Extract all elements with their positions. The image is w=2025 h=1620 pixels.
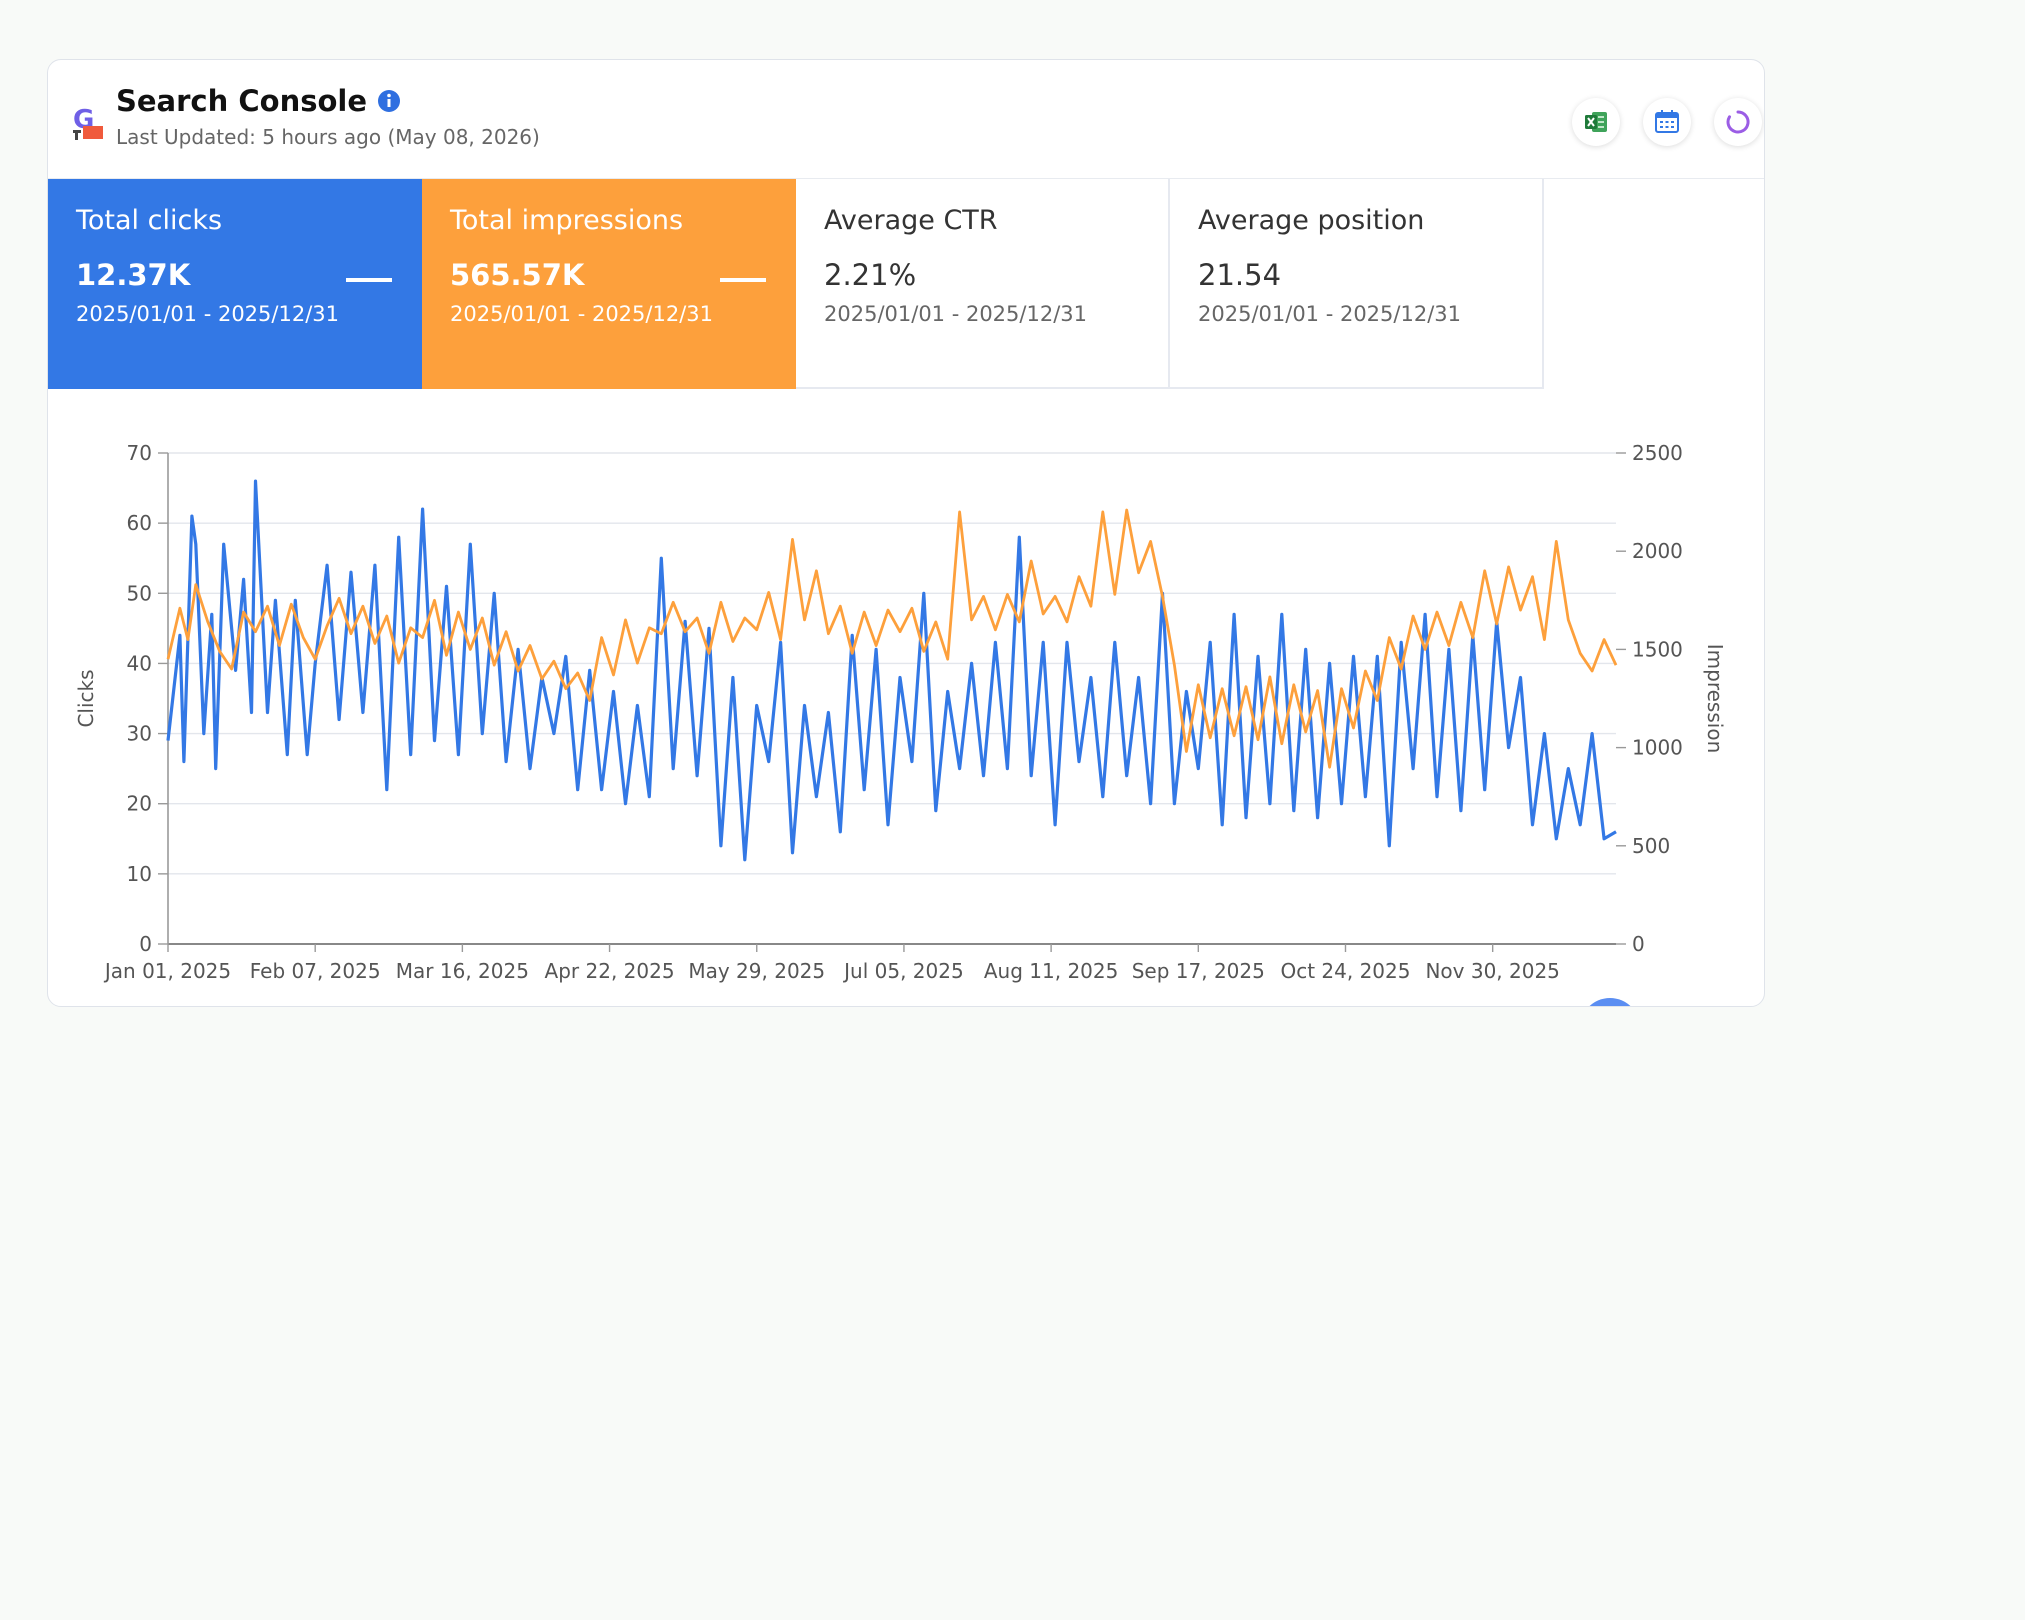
info-icon[interactable] <box>377 89 401 113</box>
tile-total-clicks[interactable]: Total clicks 12.37K 2025/01/01 - 2025/12… <box>48 179 422 389</box>
x-tick-label: Aug 11, 2025 <box>984 959 1118 983</box>
y-right-tick-label: 2000 <box>1632 539 1683 563</box>
x-tick-label: Nov 30, 2025 <box>1425 959 1559 983</box>
tile-value: 565.57K <box>450 258 585 292</box>
tile-label: Total impressions <box>450 205 684 236</box>
y-left-tick-label: 40 <box>127 651 152 675</box>
tile-value: 21.54 <box>1198 258 1282 292</box>
date-range-button[interactable] <box>1643 98 1691 146</box>
tile-range: 2025/01/01 - 2025/12/31 <box>76 302 340 326</box>
y-left-tick-label: 50 <box>127 581 152 605</box>
card-title: Search Console <box>116 84 368 118</box>
tile-range: 2025/01/01 - 2025/12/31 <box>824 302 1088 326</box>
y-left-tick-label: 10 <box>127 862 152 886</box>
y-left-tick-label: 20 <box>127 792 152 816</box>
calendar-icon <box>1655 110 1679 133</box>
refresh-icon <box>1726 110 1750 134</box>
search-console-logo: G <box>73 105 103 140</box>
excel-icon <box>1585 112 1607 132</box>
tile-range: 2025/01/01 - 2025/12/31 <box>1198 302 1462 326</box>
tile-value: 12.37K <box>76 258 191 292</box>
y-right-tick-label: 1000 <box>1632 736 1683 760</box>
tile-total-impressions[interactable]: Total impressions 565.57K 2025/01/01 - 2… <box>422 179 796 389</box>
clicks-impressions-chart: 0 10 20 30 40 50 60 70 0 500 1000 1500 2000 2500 Jan 0… <box>74 441 1727 983</box>
tile-value: 2.21% <box>824 258 917 292</box>
y-right-tick-label: 0 <box>1632 932 1645 956</box>
search-console-card: G Search Console Last Updated: 5 hours a… <box>47 59 1765 1007</box>
x-tick-label: Oct 24, 2025 <box>1280 959 1410 983</box>
x-tick-label: Apr 22, 2025 <box>545 959 675 983</box>
y-right-tick-label: 500 <box>1632 834 1670 858</box>
last-updated-text: Last Updated: 5 hours ago (May 08, 2026) <box>116 125 540 149</box>
series-line-clicks <box>166 479 1617 862</box>
card-header: G Search Console Last Updated: 5 hours a… <box>48 60 1764 179</box>
x-tick-label: Mar 16, 2025 <box>396 959 529 983</box>
floating-action-button[interactable] <box>1580 998 1640 1006</box>
series-line-indicator <box>346 278 392 282</box>
x-tick-label: May 29, 2025 <box>688 959 825 983</box>
tile-average-ctr[interactable]: Average CTR 2.21% 2025/01/01 - 2025/12/3… <box>796 179 1170 389</box>
metric-tiles: Total clicks 12.37K 2025/01/01 - 2025/12… <box>48 179 1544 389</box>
export-excel-button[interactable] <box>1572 98 1620 146</box>
refresh-button[interactable] <box>1714 98 1762 146</box>
tile-label: Average position <box>1198 205 1425 236</box>
y-right-tick-label: 1500 <box>1632 637 1683 661</box>
y-right-tick-label: 2500 <box>1632 441 1683 465</box>
y-right-axis-label: Impression <box>1703 644 1727 753</box>
tile-label: Average CTR <box>824 205 998 236</box>
series-line-impression <box>166 508 1618 769</box>
tile-average-position[interactable]: Average position 21.54 2025/01/01 - 2025… <box>1170 179 1544 389</box>
x-tick-label: Feb 07, 2025 <box>250 959 381 983</box>
x-tick-label: Jul 05, 2025 <box>842 959 964 983</box>
x-tick-label: Sep 17, 2025 <box>1132 959 1265 983</box>
x-tick-label: Jan 01, 2025 <box>103 959 231 983</box>
title-row: Search Console <box>116 84 401 118</box>
y-left-tick-label: 70 <box>127 441 152 465</box>
y-left-tick-label: 30 <box>127 722 152 746</box>
y-left-axis-label: Clicks <box>74 669 98 727</box>
y-left-tick-label: 0 <box>139 932 152 956</box>
tile-range: 2025/01/01 - 2025/12/31 <box>450 302 714 326</box>
tile-label: Total clicks <box>76 205 223 236</box>
series-line-indicator <box>720 278 766 282</box>
y-left-tick-label: 60 <box>127 511 152 535</box>
